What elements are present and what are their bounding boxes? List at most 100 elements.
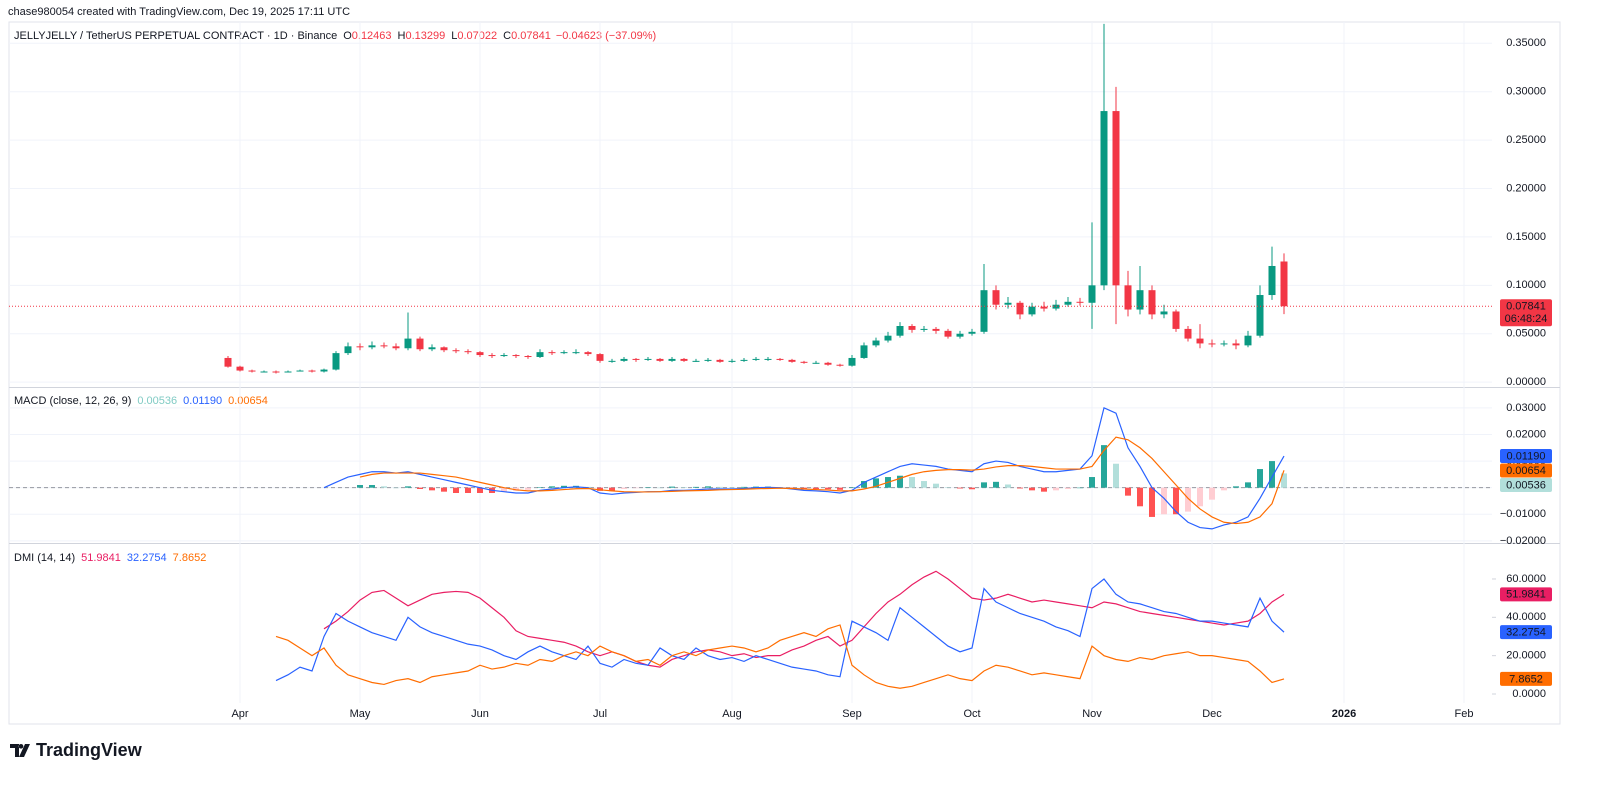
histogram-bar (1017, 487, 1023, 489)
candle-body (932, 328, 940, 331)
candle-body (908, 326, 916, 330)
x-tick-label: Dec (1202, 708, 1222, 720)
last-price-label: 0.07841 (1506, 301, 1546, 313)
histogram-bar (705, 486, 711, 488)
histogram-bar (933, 483, 939, 488)
x-tick-label: Sep (842, 708, 862, 720)
histogram-bar (1149, 487, 1155, 517)
candle-body (968, 331, 976, 334)
histogram-bar (1221, 487, 1227, 491)
histogram-bar (993, 481, 999, 488)
candle-body (464, 351, 472, 353)
candle-body (260, 371, 268, 373)
y-tick-label: 0.30000 (1506, 86, 1546, 98)
candle-body (1076, 301, 1084, 303)
histogram-bar (681, 487, 687, 488)
candle-body (536, 352, 544, 357)
candle-body (1004, 302, 1012, 305)
candle-body (1232, 343, 1240, 346)
histogram-bar (537, 487, 543, 488)
x-tick-label: Jun (471, 708, 489, 720)
candle-body (1016, 302, 1024, 315)
candle-body (788, 359, 796, 362)
y-tick-label: 0.0000 (1512, 688, 1546, 700)
symbol-legend: JELLYJELLY / TetherUS PERPETUAL CONTRACT… (14, 30, 656, 42)
candle-body (752, 358, 760, 360)
high-value: 0.13299 (405, 30, 445, 42)
value-box-label: 7.8652 (1509, 673, 1543, 685)
histogram-bar (1137, 487, 1143, 507)
candle-body (452, 350, 460, 352)
candle-body (560, 352, 568, 354)
macd-line (323, 407, 1285, 530)
histogram-bar (549, 486, 555, 488)
y-tick-label: 0.20000 (1506, 182, 1546, 194)
y-tick-label: 0.02000 (1506, 428, 1546, 440)
histogram-bar (909, 477, 915, 488)
histogram-bar (1269, 461, 1275, 488)
candle-body (308, 370, 316, 372)
y-tick-label: 60.0000 (1506, 573, 1546, 585)
candle-body (848, 357, 856, 366)
last-price-box (1500, 299, 1552, 327)
labels: Apr May Jun Jul Aug Sep Oct Nov Dec 2026 Feb 0.0000… (231, 37, 1552, 720)
candle-body (236, 366, 244, 371)
histogram-bar (525, 487, 531, 490)
candle-body (284, 371, 292, 373)
candle-body (224, 357, 232, 367)
candle-body (812, 362, 820, 364)
candle-body (800, 361, 808, 363)
candle-body (248, 370, 256, 372)
candle-body (488, 355, 496, 357)
value-box (1500, 625, 1552, 640)
histogram-bar (969, 487, 975, 490)
macd-signal-value: 0.00654 (228, 395, 268, 407)
low-label: L (451, 30, 457, 42)
value-box-label: 32.2754 (1506, 627, 1546, 639)
candle-body (680, 358, 688, 361)
candle-body (1184, 328, 1192, 339)
candle-body (1196, 338, 1204, 344)
histogram-bar (417, 487, 423, 490)
attribution: chase980054 created with TradingView.com… (8, 6, 350, 18)
histogram-bar (1113, 463, 1119, 488)
x-tick-label: May (350, 708, 371, 720)
candle-body (1040, 306, 1048, 309)
y-tick-label: −0.02000 (1500, 535, 1546, 547)
histogram-bar (1053, 487, 1059, 491)
y-tick-label: 0.05000 (1506, 328, 1546, 340)
candle-body (764, 358, 772, 360)
histogram-bar (381, 486, 387, 488)
histogram-bar (405, 486, 411, 488)
histogram-bar (1005, 484, 1011, 488)
candle-body (836, 364, 844, 366)
candle-body (380, 345, 388, 347)
histogram-bar (1077, 487, 1083, 489)
y-tick-label: 0.35000 (1506, 37, 1546, 49)
grid (9, 22, 1496, 703)
histogram-bar (393, 487, 399, 489)
histogram-bar (1101, 445, 1107, 488)
x-tick-label: Feb (1455, 708, 1474, 720)
x-tick-label: Apr (231, 708, 248, 720)
adx-value: 51.9841 (81, 552, 121, 564)
histogram-bar (837, 487, 843, 490)
value-box-label: 51.9841 (1506, 589, 1546, 601)
minus-di-value: 7.8652 (173, 552, 207, 564)
histogram-bar (693, 486, 699, 488)
candle-body (728, 360, 736, 362)
series-line (275, 578, 1285, 682)
candle-body (512, 355, 520, 357)
histogram-bar (465, 487, 471, 493)
histogram-bar (957, 487, 963, 489)
candle-body (272, 371, 280, 373)
histogram-bar (981, 482, 987, 488)
series-line (275, 624, 1285, 689)
candle-body (1100, 111, 1108, 286)
histogram-bar (633, 487, 639, 489)
y-tick-label: 0.15000 (1506, 231, 1546, 243)
histogram-bar (945, 487, 951, 488)
x-tick-label: Jul (593, 708, 607, 720)
candle-body (620, 358, 628, 361)
